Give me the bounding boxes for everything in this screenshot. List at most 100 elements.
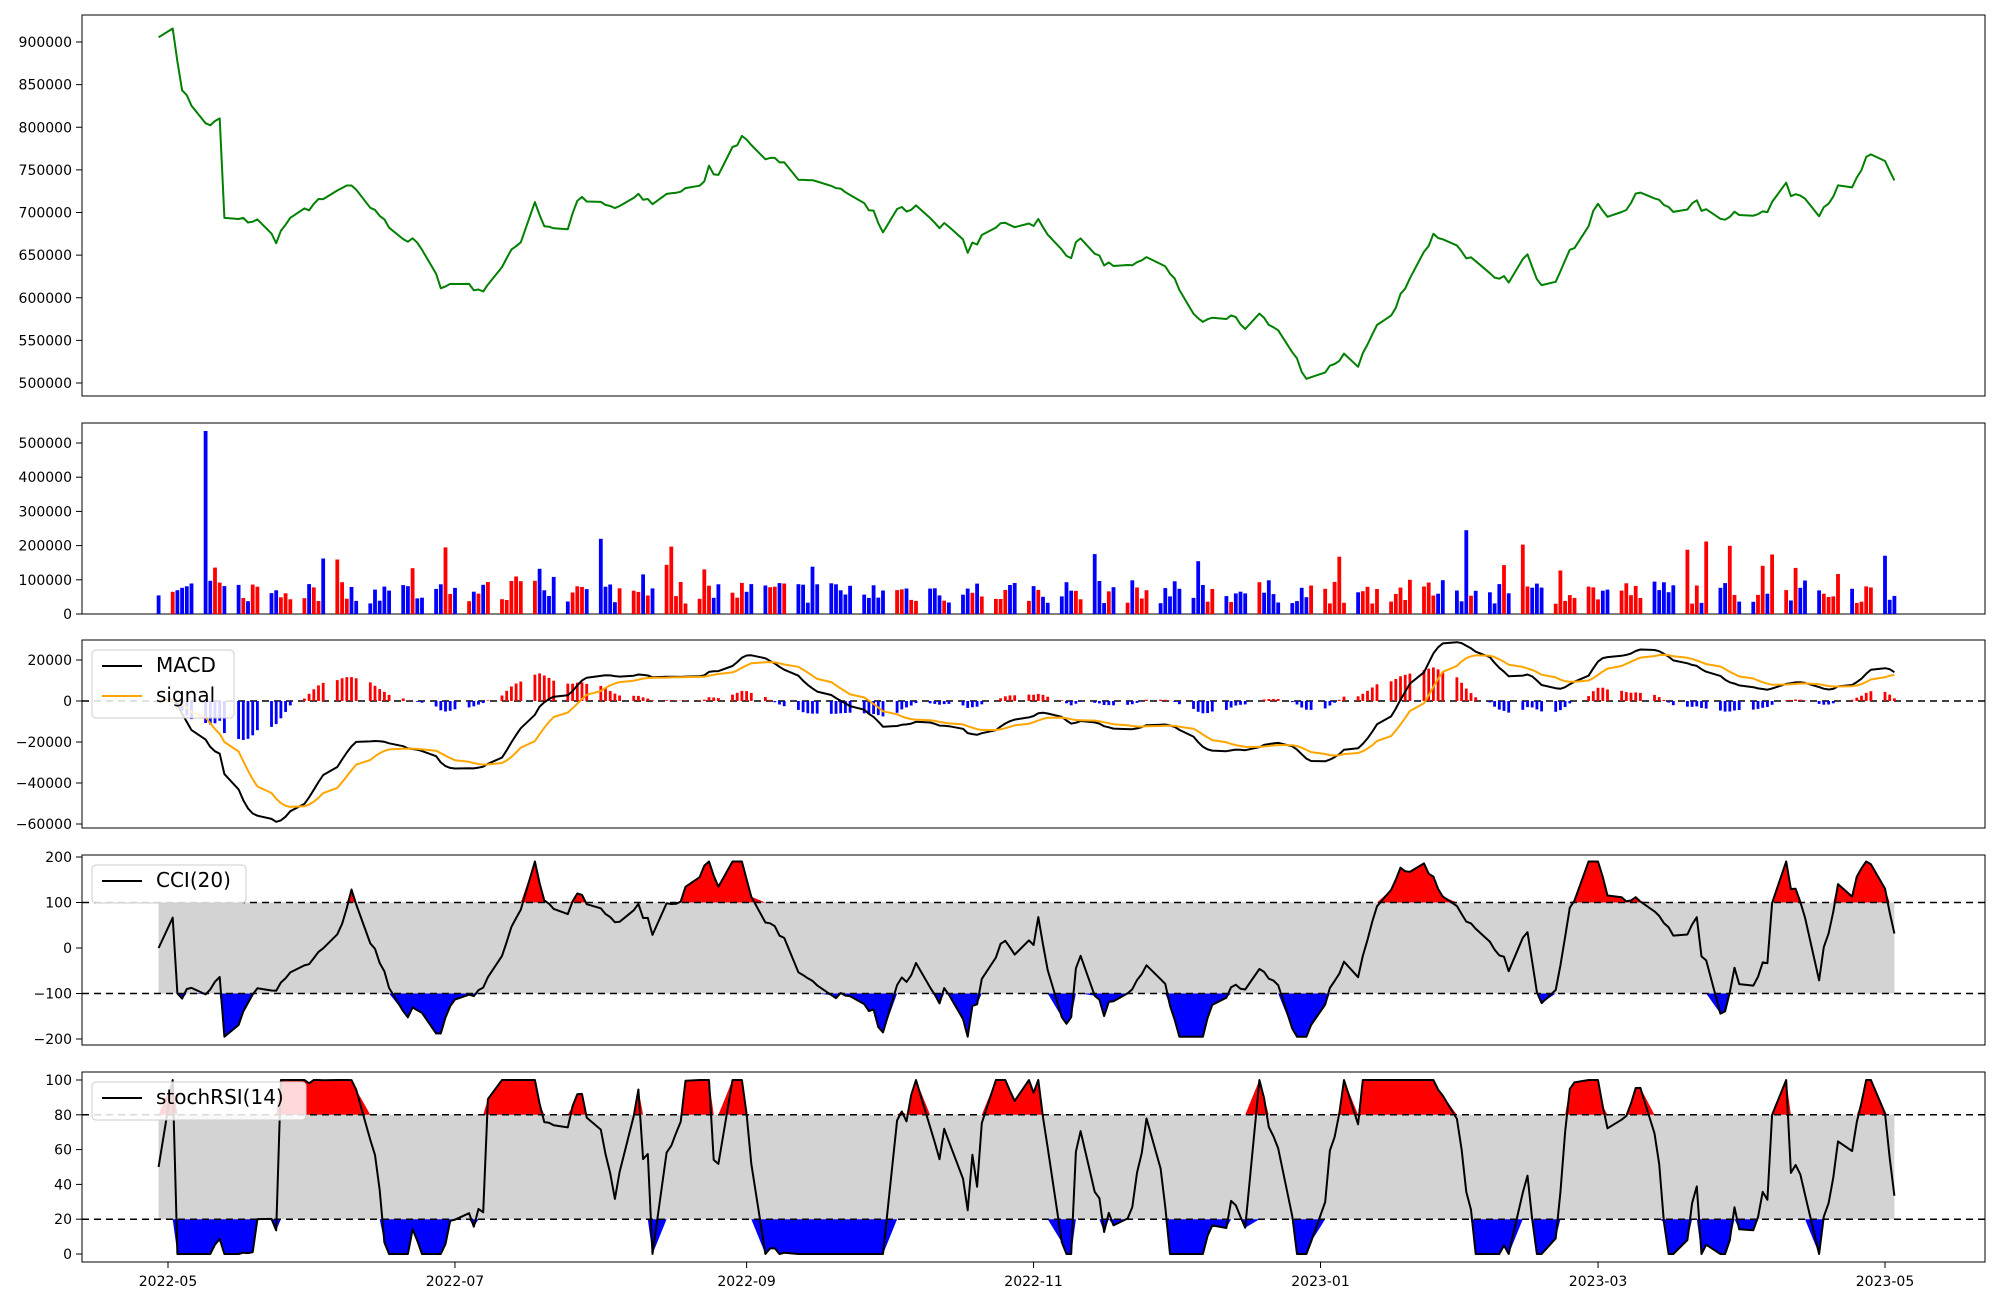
volume-bar	[641, 574, 645, 614]
macd-histogram-bar	[1163, 699, 1167, 701]
macd-histogram-bar	[1827, 701, 1830, 705]
volume-bar	[1563, 600, 1567, 614]
macd-histogram-bar	[1559, 701, 1562, 711]
volume-bar	[1031, 586, 1036, 614]
volume-bar	[584, 589, 589, 614]
volume-bar	[674, 596, 678, 614]
volume-bar	[1657, 590, 1662, 614]
volume-bar	[1798, 587, 1803, 614]
volume-bar	[617, 588, 622, 614]
macd-histogram-bar	[1704, 701, 1708, 709]
macd-histogram-bar	[806, 701, 810, 714]
volume-bar	[904, 588, 909, 614]
macd-histogram-bar	[665, 700, 668, 701]
volume-bar	[730, 592, 735, 614]
macd-histogram-bar	[867, 701, 871, 715]
macd-histogram-bar	[1502, 701, 1506, 711]
volume-bar	[702, 569, 707, 614]
volume-bar	[815, 584, 820, 614]
macd-histogram-bar	[1432, 667, 1435, 701]
macd-histogram-bar	[1563, 701, 1567, 708]
macd-histogram-bar	[1003, 696, 1007, 701]
macd-histogram-bar	[1065, 701, 1068, 704]
macd-histogram-bar	[1521, 701, 1525, 710]
cci-legend-label: CCI(20)	[156, 868, 231, 892]
volume-bar	[965, 588, 970, 614]
volume-bar	[1299, 587, 1304, 614]
macd-histogram-bar	[1634, 692, 1638, 701]
volume-bar	[1600, 590, 1605, 614]
volume-bar	[274, 590, 279, 614]
volume-bar	[1008, 585, 1012, 614]
macd-histogram-bar	[533, 674, 537, 701]
volume-bar	[551, 576, 556, 614]
macd-histogram-bar	[928, 701, 932, 704]
macd-histogram-bar	[1107, 701, 1111, 706]
macd-histogram-bar	[900, 701, 904, 710]
macd-histogram-bar	[909, 701, 913, 706]
volume-bar	[340, 582, 344, 614]
cci-ytick-label: −100	[34, 987, 72, 1003]
macd-legend-label: signal	[156, 683, 215, 707]
macd-histogram-bar	[1629, 692, 1633, 701]
macd-histogram-bar	[1013, 695, 1017, 701]
volume-bar	[1078, 599, 1083, 614]
volume-bar	[881, 590, 885, 614]
macd-histogram-bar	[1262, 699, 1266, 701]
macd-histogram-bar	[1474, 697, 1478, 701]
volume-bar	[448, 594, 453, 614]
macd-histogram-bar	[1723, 701, 1727, 712]
macd-panel: 20000 0 −20000 −40000 −60000 MACD signal	[16, 639, 1986, 833]
volume-frame	[81, 422, 1986, 615]
volume-bar	[1337, 556, 1342, 614]
macd-histogram-bar	[387, 694, 391, 701]
volume-bar	[683, 603, 688, 614]
volume-bar	[1012, 583, 1017, 614]
volume-bar	[453, 587, 457, 614]
volume-bar	[1139, 598, 1144, 614]
volume-bar	[1737, 601, 1742, 614]
volume-bar	[420, 597, 424, 614]
macd-histogram-bar	[933, 701, 937, 704]
macd-histogram-bar	[1206, 701, 1209, 713]
macd-histogram-bar	[1728, 701, 1732, 712]
macd-histogram-bar	[1375, 684, 1379, 701]
volume-bar	[321, 558, 326, 614]
volume-bar	[316, 601, 321, 614]
volume-bar	[1106, 591, 1111, 614]
cci-legend	[91, 864, 247, 904]
macd-histogram-bar	[284, 701, 287, 712]
price-ytick-label: 600000	[19, 291, 72, 307]
stochrsi-ytick-label: 40	[54, 1177, 72, 1193]
volume-bar	[1360, 591, 1365, 614]
macd-histogram-bar	[350, 677, 353, 701]
volume-bar	[344, 598, 349, 614]
volume-bar	[279, 597, 283, 614]
volume-bar	[213, 567, 217, 614]
volume-bar	[1210, 589, 1215, 614]
volume-bar	[1097, 581, 1102, 614]
volume-bar	[914, 600, 918, 614]
volume-bar	[236, 584, 241, 614]
macd-histogram-bar	[782, 701, 786, 707]
volume-bar	[518, 581, 523, 614]
volume-bar	[678, 582, 683, 614]
macd-histogram-bar	[773, 701, 777, 703]
volume-bar	[932, 588, 937, 614]
volume-bar	[768, 587, 772, 614]
macd-histogram-bar	[881, 701, 885, 717]
macd-histogram-bar	[472, 701, 476, 707]
volume-bar	[1567, 595, 1572, 614]
volume-bar	[1727, 545, 1732, 614]
macd-histogram-bar	[1850, 699, 1854, 701]
volume-bar	[1469, 595, 1473, 614]
macd-histogram-bar	[1196, 701, 1200, 712]
macd-histogram-bar	[938, 701, 941, 705]
macd-histogram-bar	[368, 682, 372, 701]
volume-bar	[805, 602, 810, 614]
price-frame	[81, 14, 1986, 397]
macd-histogram-bar	[684, 700, 687, 701]
x-tick-label: 2022-05	[139, 1274, 198, 1290]
macd-histogram-bar	[1333, 701, 1336, 703]
macd-histogram-bar	[585, 683, 589, 701]
